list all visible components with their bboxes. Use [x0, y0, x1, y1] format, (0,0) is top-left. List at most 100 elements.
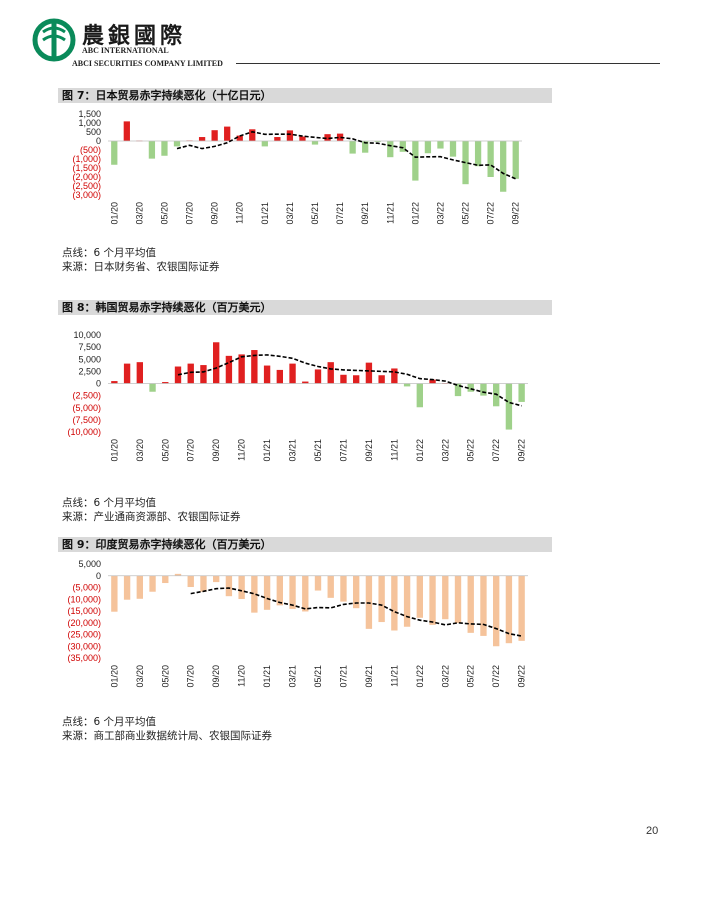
bar: [399, 141, 406, 152]
bar: [327, 575, 334, 598]
bar: [136, 362, 143, 384]
figure-8-source: 来源：产业通商资源部、农银国际证券: [62, 511, 241, 523]
y-tick-label: (2,500): [72, 181, 101, 191]
figure-9-dotted-label: 点线：6 个月平均值: [62, 716, 157, 728]
x-tick-label: 09/20: [210, 202, 220, 225]
moving-average-line: [190, 587, 522, 637]
bar: [416, 575, 423, 618]
bar: [149, 383, 156, 392]
x-tick-label: 03/21: [288, 665, 298, 688]
bar: [500, 141, 507, 192]
bar: [162, 575, 169, 584]
x-tick-label: 03/20: [135, 665, 145, 688]
x-tick-label: 11/21: [385, 202, 395, 224]
bar: [424, 141, 432, 154]
y-tick-label: (5,000): [72, 583, 101, 593]
x-tick-label: 07/21: [338, 439, 348, 462]
bar: [302, 575, 309, 612]
bar: [289, 363, 296, 384]
bar: [391, 575, 398, 631]
bar: [111, 381, 118, 384]
y-tick-label: (30,000): [67, 641, 101, 651]
bar: [437, 141, 444, 149]
bar: [174, 366, 182, 384]
bar: [429, 575, 436, 625]
bar: [365, 362, 373, 384]
bar: [236, 135, 243, 141]
x-tick-label: 05/20: [160, 439, 170, 462]
header-rule: [236, 63, 660, 64]
bar: [324, 134, 331, 141]
bar: [136, 575, 143, 599]
x-tick-label: 07/21: [338, 665, 348, 688]
y-tick-label: 0: [96, 571, 101, 581]
bar: [493, 575, 500, 647]
y-tick-label: 5,000: [78, 354, 101, 364]
x-tick-label: 07/20: [186, 665, 196, 688]
bar: [311, 141, 319, 145]
moving-average-line: [177, 354, 522, 407]
y-tick-label: 10,000: [73, 330, 101, 340]
bar: [162, 382, 169, 384]
y-tick-label: (10,000): [67, 427, 101, 437]
bar: [403, 575, 411, 627]
bar: [224, 126, 231, 141]
bar: [200, 575, 207, 592]
bar: [123, 121, 130, 141]
bar: [225, 355, 233, 384]
bar: [200, 365, 207, 384]
bar: [340, 575, 347, 602]
y-tick-label: (2,500): [72, 391, 101, 401]
x-tick-label: 03/20: [134, 202, 144, 225]
bar: [353, 575, 360, 609]
bar: [299, 136, 306, 141]
y-tick-label: (1,500): [72, 163, 101, 173]
bar: [429, 379, 436, 384]
y-tick-label: (25,000): [67, 630, 101, 640]
y-tick-label: (3,000): [72, 190, 101, 200]
bar: [251, 575, 258, 613]
brand-english-name: ABC INTERNATIONAL: [82, 46, 169, 55]
y-tick-label: (35,000): [67, 653, 101, 663]
x-tick-label: 07/22: [486, 202, 496, 225]
x-tick-label: 05/21: [313, 439, 323, 462]
bar: [340, 374, 347, 384]
bar: [187, 363, 194, 384]
y-tick-label: (7,500): [72, 415, 101, 425]
brand-company-name: ABCI SECURITIES COMPANY LIMITED: [72, 59, 223, 68]
x-tick-label: 07/22: [491, 665, 501, 688]
y-tick-label: 0: [96, 379, 101, 389]
x-tick-label: 11/21: [389, 439, 399, 461]
y-tick-label: 2,500: [78, 366, 101, 376]
figure-8-title: 图 8：韩国贸易赤字持续恶化（百万美元）: [58, 300, 552, 315]
bar: [249, 129, 256, 141]
x-tick-label: 09/22: [517, 439, 527, 462]
x-tick-label: 01/21: [260, 202, 270, 225]
x-tick-label: 11/20: [235, 202, 245, 224]
bar: [454, 383, 462, 397]
y-tick-label: 1,500: [78, 109, 101, 119]
y-tick-label: (500): [80, 145, 101, 155]
x-tick-label: 01/20: [109, 202, 119, 225]
bar: [213, 342, 220, 384]
y-tick-label: 1,000: [78, 118, 101, 128]
bar: [362, 141, 369, 153]
x-tick-label: 05/22: [461, 202, 471, 225]
figure-7-title: 图 7：日本贸易赤字持续恶化（十亿日元）: [58, 88, 552, 103]
y-tick-label: (15,000): [67, 606, 101, 616]
bar: [314, 575, 322, 591]
bar: [289, 575, 296, 609]
bar: [238, 575, 245, 600]
x-tick-label: 11/20: [237, 665, 247, 687]
bar: [374, 141, 381, 142]
bar: [213, 575, 220, 583]
x-tick-label: 01/21: [262, 665, 272, 688]
bar: [353, 375, 360, 384]
bar: [276, 369, 283, 384]
bar: [263, 575, 271, 610]
y-tick-label: (1,000): [72, 154, 101, 164]
bar: [518, 575, 525, 641]
figure-9-source: 来源：商工部商业数据统计局、农银国际证券: [62, 730, 272, 742]
x-tick-label: 09/22: [511, 202, 521, 225]
bar: [387, 141, 394, 158]
